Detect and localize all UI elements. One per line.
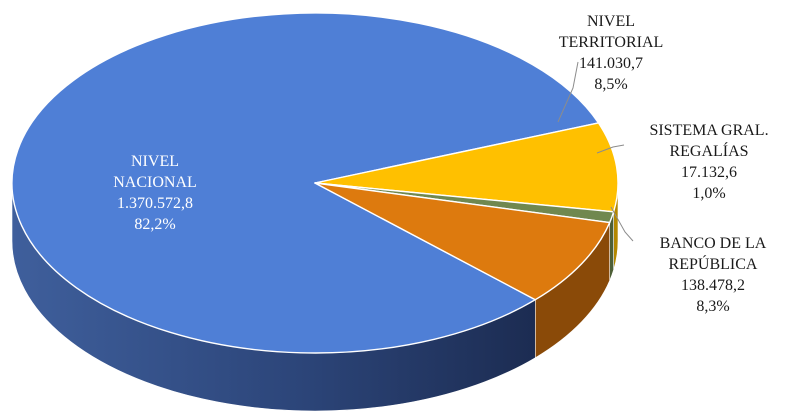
banco-republica-label-line-1: BANCO DE LA (660, 235, 767, 252)
pie-slices (11, 12, 619, 354)
banco-republica-leader-line (610, 206, 634, 242)
nivel-territorial-label-line-2: TERRITORIAL (559, 34, 664, 51)
nivel-territorial-value-label: 141.030,7 (579, 55, 643, 72)
banco-republica-slice (314, 182, 611, 301)
leader-lines (557, 61, 634, 242)
pie-depth-sides (11, 182, 619, 412)
banco-republica-value-label: 138.478,2 (681, 277, 745, 294)
sistema-regalias-leader-line (596, 144, 625, 154)
nivel-territorial-leader-line (557, 61, 579, 123)
sistema-regalias-label-line-2: REGALÍAS (669, 141, 748, 160)
banco-republica-label-line-2: REPÚBLICA (669, 254, 758, 273)
slice-labels: NIVEL NACIONAL 1.370.572,8 82,2% NIVEL TERRIT… (113, 13, 768, 315)
banco-republica-percent-label: 8,3% (696, 298, 729, 315)
sistema-regalias-label-line-1: SISTEMA GRAL. (649, 122, 768, 139)
nivel-nacional-label-line-1: NIVEL (131, 153, 179, 170)
nivel-nacional-percent-label: 82,2% (134, 216, 175, 233)
nivel-territorial-label-line-1: NIVEL (587, 13, 635, 30)
nivel-nacional-slice (11, 12, 600, 354)
nivel-territorial-percent-label: 8,5% (594, 76, 627, 93)
nivel-nacional-label-line-2: NACIONAL (113, 174, 197, 191)
nivel-territorial-slice (314, 122, 619, 213)
sistema-regalias-value-label: 17.132,6 (681, 164, 737, 181)
sistema-regalias-percent-label: 1,0% (692, 185, 725, 202)
nivel-nacional-value-label: 1.370.572,8 (117, 195, 193, 212)
